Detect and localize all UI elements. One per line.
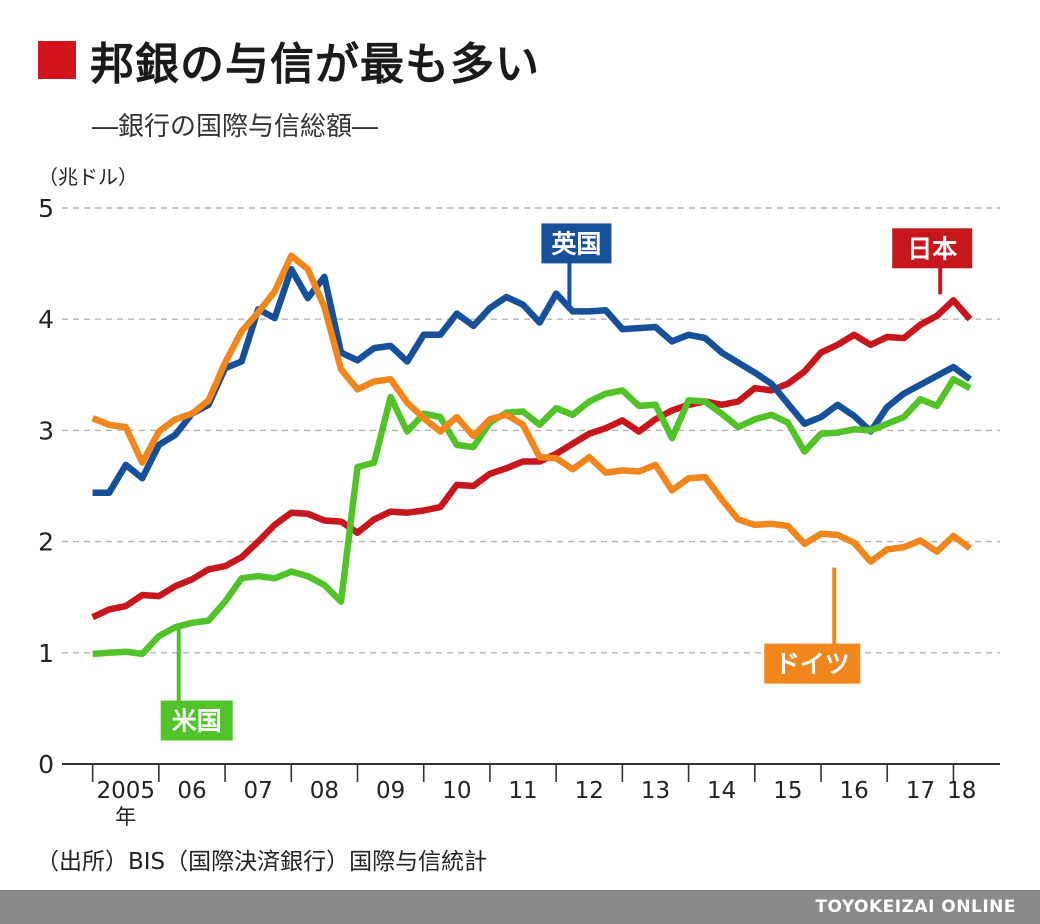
y-tick-label-5: 5 — [38, 194, 54, 223]
x-tick-sublabel: 年 — [115, 805, 136, 829]
series-label-3: ドイツ — [775, 650, 850, 679]
series-label-box-2 — [160, 700, 233, 741]
x-tick-label-11: 11 — [508, 778, 537, 804]
series-line-1 — [92, 265, 972, 496]
series-label-box-0 — [892, 228, 973, 269]
y-tick-label-0: 0 — [38, 750, 54, 779]
series-label-box-3 — [764, 643, 861, 684]
series-line-3 — [91, 252, 972, 565]
x-tick-label-08: 08 — [310, 778, 339, 804]
x-tick-label-2005: 2005 — [96, 778, 155, 804]
x-tick-label-12: 12 — [575, 778, 604, 804]
x-tick-label-06: 06 — [177, 778, 206, 804]
x-tick-label-10: 10 — [442, 778, 471, 804]
footer-bar: TOYOKEIZAI ONLINE — [0, 890, 1040, 924]
series-label-1: 英国 — [551, 229, 601, 258]
x-tick-label-16: 16 — [839, 778, 868, 804]
y-tick-label-3: 3 — [38, 416, 54, 445]
series-line-2 — [92, 375, 972, 658]
x-tick-label-09: 09 — [376, 778, 405, 804]
series-label-0: 日本 — [907, 234, 957, 263]
series-line-0 — [91, 297, 973, 621]
series-label-box-1 — [541, 223, 612, 264]
footer-brand: TOYOKEIZAI ONLINE — [815, 897, 1016, 917]
x-tick-label-14: 14 — [707, 778, 736, 804]
chart-subtitle: ―銀行の国際与信総額― — [92, 112, 379, 142]
y-axis-unit-label: （兆ドル） — [38, 165, 138, 189]
x-tick-label-13: 13 — [641, 778, 670, 804]
chart-title: 邦銀の与信が最も多い — [90, 39, 540, 90]
chart-area: （兆ドル） 0 1 2 3 4 5 2005 06 07 08 09 10 11 12 13 14 15 16 17 1… — [0, 150, 1040, 840]
y-tick-label-2: 2 — [38, 528, 54, 557]
series-label-2: 米国 — [172, 707, 222, 736]
x-tick-label-07: 07 — [244, 778, 273, 804]
y-tick-label-4: 4 — [38, 305, 54, 334]
x-tick-label-15: 15 — [773, 778, 802, 804]
x-tick-label-17: 17 — [906, 778, 935, 804]
y-tick-label-1: 1 — [38, 639, 54, 668]
title-row: 邦銀の与信が最も多い — [38, 30, 540, 90]
source-note: （出所）BIS（国際決済銀行）国際与信統計 — [36, 849, 488, 875]
x-tick-label-18: 18 — [947, 778, 976, 804]
title-marker-square — [38, 41, 76, 79]
